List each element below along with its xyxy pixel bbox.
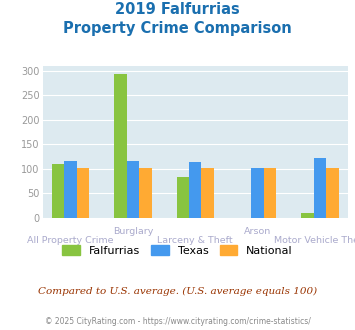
Text: Arson: Arson — [244, 227, 271, 236]
Text: Burglary: Burglary — [113, 227, 153, 236]
Text: All Property Crime: All Property Crime — [27, 236, 114, 245]
Bar — [52, 164, 64, 218]
Bar — [301, 213, 313, 218]
Bar — [313, 158, 326, 218]
Bar — [202, 168, 214, 218]
Text: Compared to U.S. average. (U.S. average equals 100): Compared to U.S. average. (U.S. average … — [38, 287, 317, 296]
Bar — [264, 168, 276, 218]
Text: © 2025 CityRating.com - https://www.cityrating.com/crime-statistics/: © 2025 CityRating.com - https://www.city… — [45, 317, 310, 326]
Bar — [127, 161, 139, 218]
Text: Property Crime Comparison: Property Crime Comparison — [63, 21, 292, 36]
Bar — [251, 168, 264, 218]
Bar — [326, 168, 339, 218]
Text: Larceny & Theft: Larceny & Theft — [157, 236, 233, 245]
Bar — [114, 74, 127, 218]
Bar — [64, 161, 77, 218]
Bar — [176, 177, 189, 218]
Bar — [77, 168, 89, 218]
Legend: Falfurrias, Texas, National: Falfurrias, Texas, National — [58, 241, 297, 260]
Bar — [189, 162, 202, 218]
Text: 2019 Falfurrias: 2019 Falfurrias — [115, 2, 240, 16]
Bar — [139, 168, 152, 218]
Text: Motor Vehicle Theft: Motor Vehicle Theft — [274, 236, 355, 245]
